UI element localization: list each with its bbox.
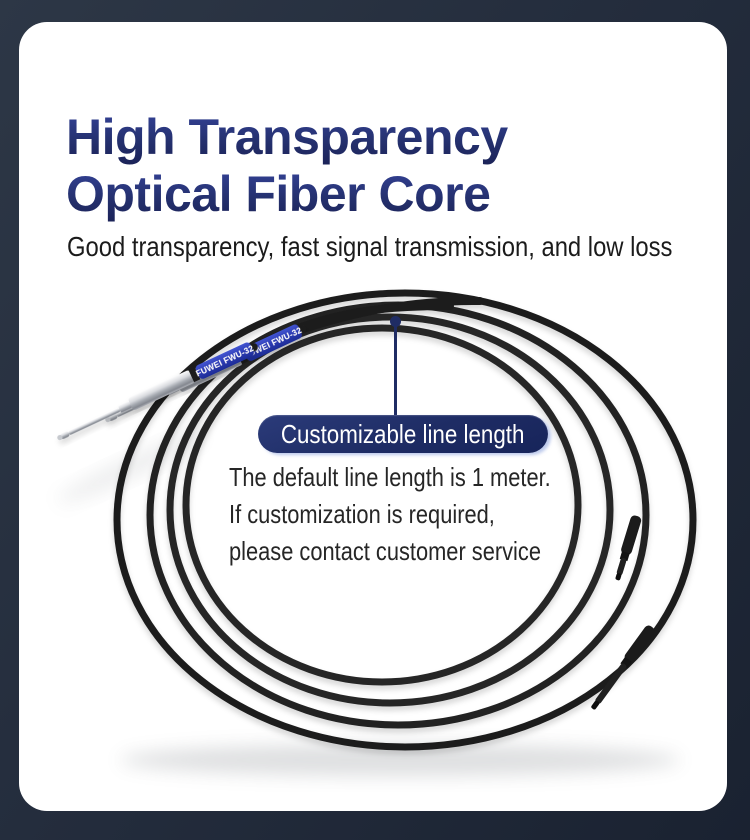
description-line-3: please contact customer service [229, 536, 541, 566]
callout-description: The default line length is 1 meter. If c… [229, 459, 551, 570]
page-title: High Transparency Optical Fiber Core [66, 109, 508, 223]
title-line-1: High Transparency [66, 109, 508, 165]
description-line-2: If customization is required, [229, 499, 495, 529]
callout-pointer-line [394, 325, 397, 417]
callout-dot [390, 316, 401, 327]
callout-badge: Customizable line length [258, 415, 548, 453]
page-subtitle: Good transparency, fast signal transmiss… [67, 231, 673, 262]
title-line-2: Optical Fiber Core [66, 166, 508, 223]
description-line-1: The default line length is 1 meter. [229, 462, 551, 492]
callout-badge-label: Customizable line length [281, 418, 525, 449]
